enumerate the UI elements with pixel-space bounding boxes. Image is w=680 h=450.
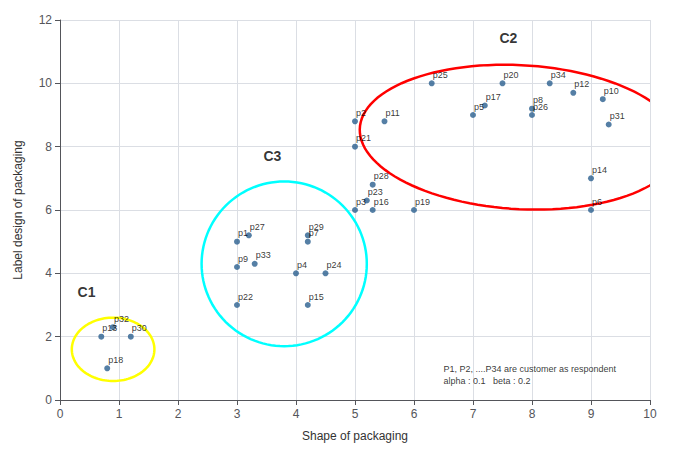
svg-text:p8: p8: [533, 95, 543, 106]
svg-text:7: 7: [470, 407, 477, 421]
svg-text:p31: p31: [610, 111, 625, 121]
svg-text:p32: p32: [114, 314, 129, 324]
svg-text:p7: p7: [308, 228, 319, 239]
svg-text:p23: p23: [368, 187, 383, 197]
svg-text:2: 2: [45, 330, 52, 344]
svg-text:p19: p19: [415, 197, 430, 207]
svg-text:1: 1: [116, 407, 123, 421]
svg-text:p26: p26: [533, 102, 548, 112]
svg-text:4: 4: [45, 266, 52, 280]
svg-text:0: 0: [57, 407, 64, 421]
svg-text:p24: p24: [327, 260, 342, 270]
svg-text:Shape of packaging: Shape of packaging: [302, 429, 408, 443]
svg-text:4: 4: [293, 407, 300, 421]
svg-text:p13: p13: [102, 323, 117, 333]
svg-text:p2: p2: [356, 108, 366, 118]
svg-text:p14: p14: [592, 165, 607, 175]
svg-text:P1, P2, ....P34 are customer a: P1, P2, ....P34 are customer as responde…: [444, 364, 617, 374]
svg-text:p20: p20: [504, 70, 519, 80]
svg-text:p10: p10: [604, 86, 619, 96]
svg-text:p21: p21: [356, 133, 371, 143]
svg-text:p9: p9: [238, 254, 248, 264]
svg-text:C1: C1: [78, 284, 96, 300]
svg-text:2: 2: [175, 407, 182, 421]
svg-text:p34: p34: [551, 70, 566, 80]
svg-text:3: 3: [234, 407, 241, 421]
svg-text:p6: p6: [592, 197, 602, 207]
svg-text:p11: p11: [386, 108, 400, 118]
svg-text:p5: p5: [474, 102, 484, 112]
svg-text:p27: p27: [250, 222, 265, 232]
svg-text:p22: p22: [238, 292, 253, 302]
svg-text:alpha : 0.1 beta : 0.2: alpha : 0.1 beta : 0.2: [444, 376, 531, 386]
svg-text:p4: p4: [297, 260, 307, 270]
svg-text:0: 0: [45, 393, 52, 407]
svg-text:p15: p15: [309, 292, 324, 302]
svg-text:6: 6: [45, 203, 52, 217]
svg-text:p25: p25: [433, 70, 448, 80]
svg-text:p3: p3: [356, 197, 366, 207]
svg-text:8: 8: [45, 140, 52, 154]
svg-text:9: 9: [588, 407, 595, 421]
svg-text:10: 10: [643, 407, 657, 421]
svg-text:p29: p29: [309, 222, 324, 232]
svg-text:p30: p30: [132, 323, 147, 333]
svg-text:10: 10: [39, 76, 53, 90]
svg-text:p18: p18: [108, 355, 123, 365]
svg-text:Label design of packaging: Label design of packaging: [11, 140, 25, 279]
svg-text:6: 6: [411, 407, 418, 421]
svg-text:p28: p28: [374, 171, 389, 181]
svg-text:5: 5: [352, 407, 359, 421]
svg-text:C2: C2: [499, 30, 517, 46]
svg-text:p33: p33: [256, 250, 271, 260]
svg-text:p17: p17: [486, 92, 501, 102]
svg-text:p12: p12: [574, 79, 589, 89]
svg-text:p16: p16: [374, 197, 389, 207]
svg-text:8: 8: [529, 407, 536, 421]
svg-text:p1: p1: [238, 228, 248, 238]
svg-text:12: 12: [39, 13, 53, 27]
svg-text:C3: C3: [263, 148, 281, 164]
